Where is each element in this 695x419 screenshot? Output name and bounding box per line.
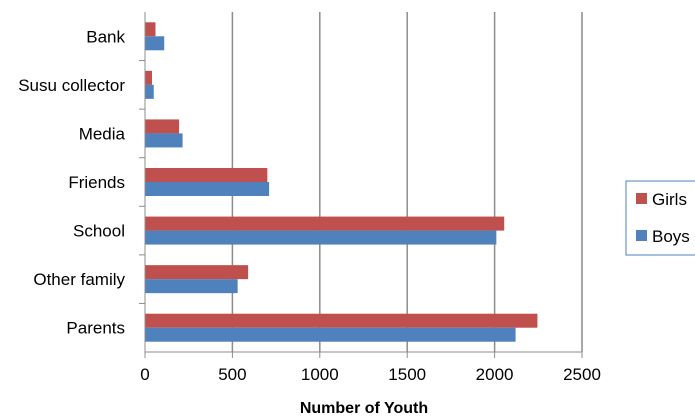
bar-girls-media [145,119,180,134]
x-tick-label-500: 500 [218,365,246,384]
category-label-friends: Friends [68,173,125,192]
bar-boys-other-family [145,279,238,294]
bar-girls-susu-collector [145,70,152,85]
bar-boys-school [145,230,497,245]
x-tick-label-2000: 2000 [476,365,514,384]
legend-swatch-boys [636,230,647,241]
x-tick-label-1000: 1000 [301,365,339,384]
legend: Girls Boys [625,180,695,256]
legend-label-boys: Boys [652,227,690,246]
legend-label-girls: Girls [652,190,687,209]
legend-swatch-girls [636,193,647,204]
bar-boys-parents [145,327,516,342]
category-label-bank: Bank [86,27,125,46]
bar-boys-bank [145,36,165,51]
x-tick-label-2500: 2500 [563,365,601,384]
bar-girls-parents [145,313,538,328]
bar-girls-school [145,216,505,231]
bar-boys-susu-collector [145,84,154,99]
category-label-susu-collector: Susu collector [18,76,125,95]
category-label-media: Media [79,124,126,143]
bar-boys-media [145,133,183,148]
bar-girls-other-family [145,265,249,280]
bar-girls-bank [145,22,156,37]
bar-girls-friends [145,168,268,182]
x-tick-label-0: 0 [140,365,149,384]
category-label-school: School [73,222,125,241]
category-label-other-family: Other family [33,270,125,289]
x-tick-label-1500: 1500 [388,365,426,384]
gridlines [231,12,583,352]
category-label-parents: Parents [66,319,125,338]
x-axis-title: Number of Youth [300,400,428,417]
bars [145,22,538,342]
bar-boys-friends [145,182,270,196]
axes: 0 500 1000 1500 2000 2500 Bank Susu collector Me… [18,12,601,384]
